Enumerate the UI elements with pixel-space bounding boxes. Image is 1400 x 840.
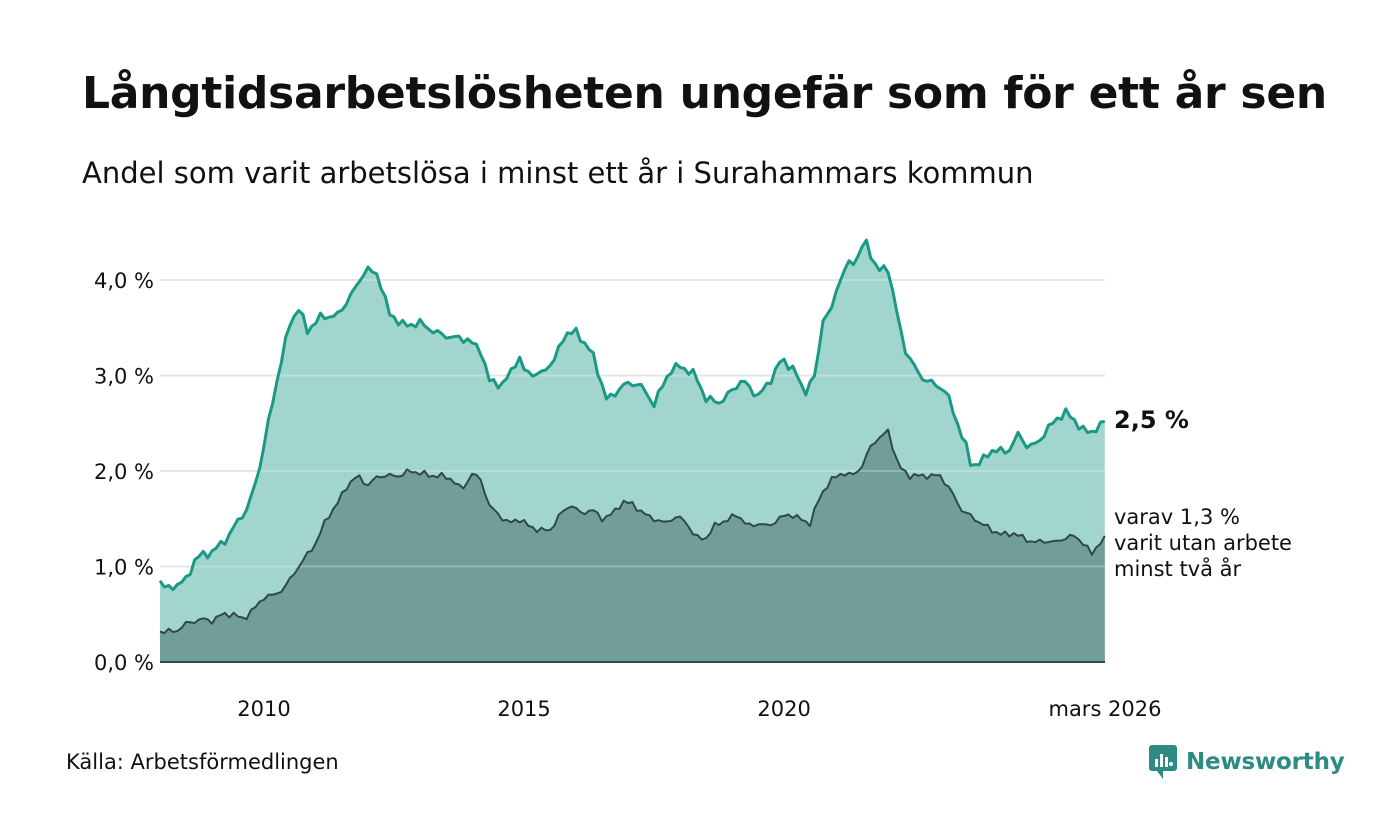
line-unemployed-two-years [159, 428, 1106, 635]
y-tick-label: 3,0 % [94, 365, 154, 389]
y-axis-ticks: 0,0 % 1,0 % 2,0 % 3,0 % 4,0 % [94, 269, 154, 675]
brand-name: Newsworthy [1186, 749, 1345, 775]
x-tick-label: 2010 [237, 697, 290, 721]
x-axis-ticks: 2010 2015 2020 mars 2026 [237, 697, 1161, 721]
x-tick-label: mars 2026 [1048, 697, 1161, 721]
line-long-term-unemployed [158, 238, 1106, 592]
x-tick-label: 2015 [497, 697, 550, 721]
chart-subtitle: Andel som varit arbetslösa i minst ett å… [82, 156, 1034, 190]
chart-title: Långtidsarbetslösheten ungefär som för e… [82, 68, 1327, 119]
sub-series-label: varav 1,3 % varit utan arbete minst två … [1114, 505, 1292, 581]
sub-label-line-3: minst två år [1114, 556, 1242, 581]
brand[interactable]: Newsworthy [1148, 744, 1345, 780]
source-note: Källa: Arbetsförmedlingen [66, 750, 339, 774]
y-tick-label: 1,0 % [94, 556, 154, 580]
y-tick-label: 4,0 % [94, 269, 154, 293]
y-tick-label: 0,0 % [94, 651, 154, 675]
y-tick-label: 2,0 % [94, 460, 154, 484]
sub-label-line-1: varav 1,3 % [1114, 505, 1240, 529]
area-unemployed-two-years [160, 429, 1105, 662]
end-value-label: 2,5 % [1114, 406, 1189, 434]
newsworthy-logo-icon [1149, 745, 1177, 779]
sub-label-line-2: varit utan arbete [1114, 531, 1292, 555]
x-tick-label: 2020 [757, 697, 810, 721]
